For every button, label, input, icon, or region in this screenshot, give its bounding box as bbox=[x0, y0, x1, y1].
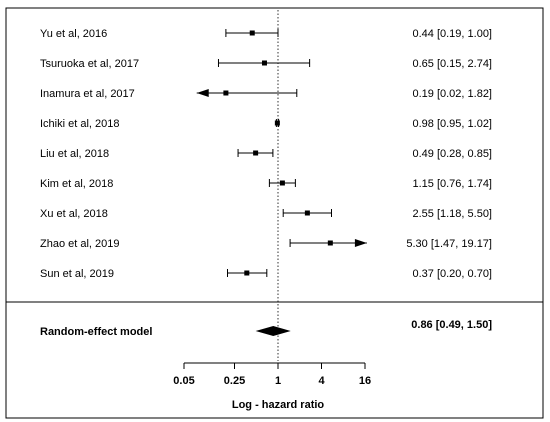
study-label: Inamura et al, 2017 bbox=[40, 88, 135, 100]
study-label: Liu et al, 2018 bbox=[40, 148, 109, 160]
study-ci-text: 0.65 [0.15, 2.74] bbox=[412, 58, 492, 70]
study-label: Ichiki et al, 2018 bbox=[40, 118, 120, 130]
point-estimate bbox=[327, 240, 333, 246]
study-label: Kim et al, 2018 bbox=[40, 178, 113, 190]
ci-arrow-left bbox=[196, 89, 209, 97]
point-estimate bbox=[249, 30, 255, 36]
study-label: Xu et al, 2018 bbox=[40, 208, 108, 220]
study-label: Tsuruoka et al, 2017 bbox=[40, 58, 139, 70]
x-tick-label: 4 bbox=[318, 375, 325, 387]
summary-label: Random-effect model bbox=[40, 326, 152, 338]
x-tick-label: 16 bbox=[359, 375, 371, 387]
x-tick-label: 1 bbox=[275, 375, 281, 387]
study-ci-text: 5.30 [1.47, 19.17] bbox=[406, 238, 492, 250]
summary-diamond bbox=[255, 326, 291, 336]
study-ci-text: 0.44 [0.19, 1.00] bbox=[412, 28, 492, 40]
summary-ci-text: 0.86 [0.49, 1.50] bbox=[411, 319, 492, 331]
study-label: Sun et al, 2019 bbox=[40, 268, 114, 280]
point-estimate bbox=[261, 60, 267, 66]
point-estimate bbox=[279, 180, 285, 186]
study-ci-text: 1.15 [0.76, 1.74] bbox=[412, 178, 492, 190]
study-ci-text: 0.98 [0.95, 1.02] bbox=[412, 118, 492, 130]
study-label: Zhao et al, 2019 bbox=[40, 238, 120, 250]
x-axis-title: Log - hazard ratio bbox=[232, 399, 325, 411]
ci-arrow-right bbox=[354, 239, 367, 247]
x-tick-label: 0.25 bbox=[224, 375, 245, 387]
point-estimate bbox=[253, 150, 259, 156]
study-ci-text: 2.55 [1.18, 5.50] bbox=[412, 208, 492, 220]
study-label: Yu et al, 2016 bbox=[40, 28, 107, 40]
x-tick-label: 0.05 bbox=[173, 375, 194, 387]
plot-frame bbox=[5, 7, 544, 419]
study-ci-text: 0.49 [0.28, 0.85] bbox=[412, 148, 492, 160]
point-estimate bbox=[304, 210, 310, 216]
point-estimate bbox=[223, 90, 229, 96]
point-estimate bbox=[244, 270, 250, 276]
study-ci-text: 0.37 [0.20, 0.70] bbox=[412, 268, 492, 280]
point-estimate bbox=[274, 120, 280, 126]
study-ci-text: 0.19 [0.02, 1.82] bbox=[412, 88, 492, 100]
